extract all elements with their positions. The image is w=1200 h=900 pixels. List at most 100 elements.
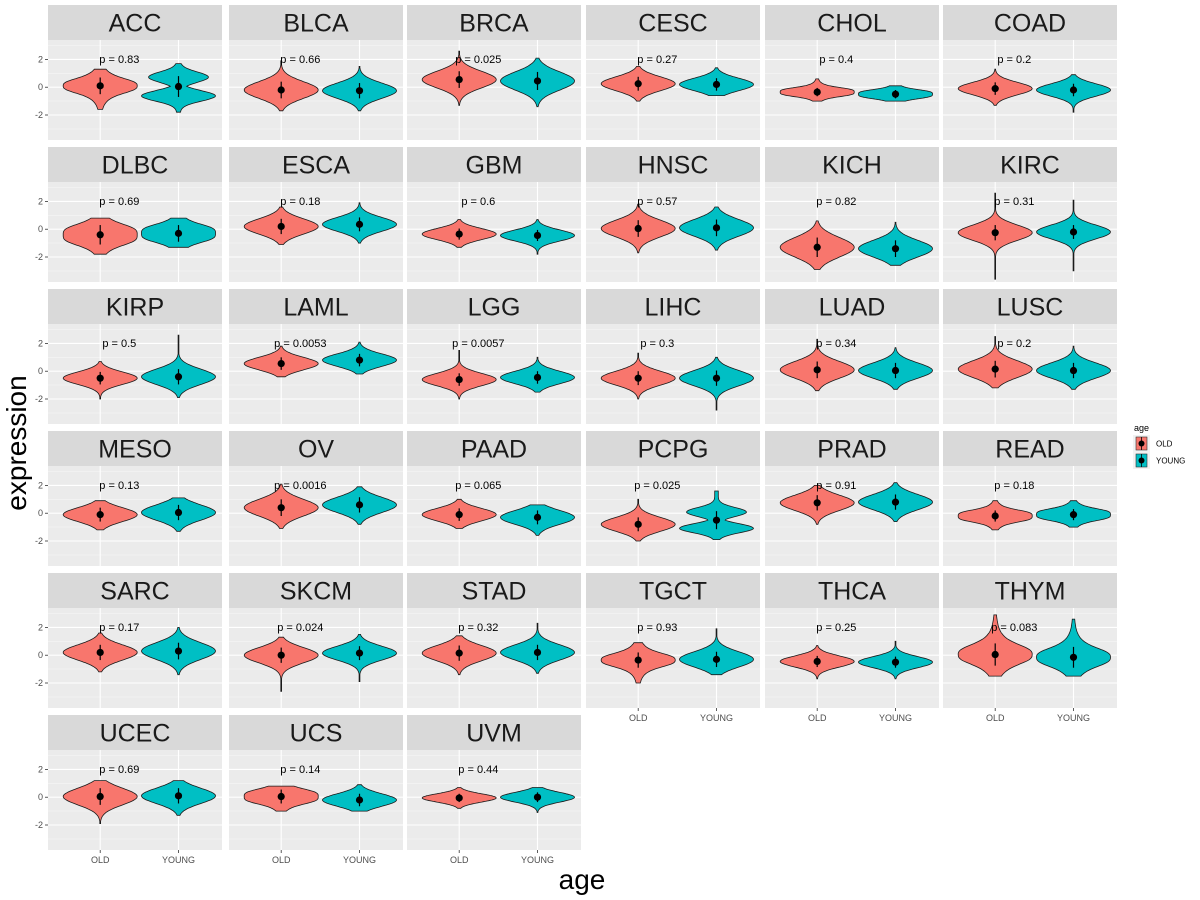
facet-panel-laml: LAML p = 0.0053 [229,289,403,424]
p-value-label: p = 0.34 [816,338,856,350]
mean-point-old [634,224,642,233]
facet-strip [943,431,1117,466]
y-tick-label: 2 [38,764,43,774]
y-tick-label: -2 [35,394,43,404]
facet-strip [943,5,1117,40]
p-value-label: p = 0.57 [637,196,677,208]
facet-strip [407,573,581,608]
facet-strip [229,289,403,324]
legend-point-young [1138,457,1145,464]
facet-panel-kich: KICH p = 0.82 [765,147,939,282]
facet-strip [48,5,222,40]
y-tick-label: -2 [35,252,43,262]
mean-point-young [355,220,364,228]
x-tick-label: YOUNG [1057,713,1090,723]
facet-strip-label: SKCM [280,578,352,606]
facet-strip [586,5,760,40]
panel-background [765,182,939,282]
mean-point-old [277,222,285,231]
p-value-label: p = 0.13 [99,480,139,492]
facet-strip [48,573,222,608]
facet-strip-label: PRAD [817,436,886,464]
p-value-label: p = 0.083 [991,622,1037,634]
facet-panel-dlbc: DLBC p = 0.69 -2 0 2 [35,147,222,282]
p-value-label: p = 0.4 [819,54,853,66]
facet-strip [943,147,1117,182]
facet-panel-acc: ACC p = 0.83 -2 0 2 [35,5,222,140]
facet-panel-ov: OV p = 0.0016 [229,431,403,566]
y-tick-label: 2 [38,54,43,64]
x-tick-label: YOUNG [343,855,376,865]
y-tick-label: 0 [38,792,43,802]
mean-point-young [355,356,364,364]
facet-strip-label: ACC [109,10,162,38]
facet-strip-label: READ [995,436,1064,464]
facet-panel-hnsc: HNSC p = 0.57 [586,147,760,282]
facet-strip-label: OV [298,436,334,464]
facet-panel-paad: PAAD p = 0.065 [407,431,581,566]
facet-strip-label: LIHC [645,294,702,322]
facet-strip-label: SARC [100,578,169,606]
legend-point-old [1138,440,1145,447]
facet-strip [48,715,222,750]
facet-panel-kirp: KIRP p = 0.5 -2 0 2 [35,289,222,424]
facet-strip [229,5,403,40]
mean-point-young [533,793,542,801]
facet-strip-label: LGG [468,294,521,322]
y-tick-label: 2 [38,480,43,490]
mean-point-old [991,512,999,520]
mean-point-old [813,88,821,96]
facet-strip [229,431,403,466]
p-value-label: p = 0.024 [277,622,323,634]
facet-strip [407,289,581,324]
facet-strip-label: PCPG [638,436,709,464]
facet-panel-ucec: UCEC p = 0.69 -2 0 2 OLD YOUNG [35,715,222,865]
facet-strip [48,289,222,324]
facet-strip-label: HNSC [638,152,709,180]
mean-point-young [712,224,721,232]
facet-strip-label: CESC [638,10,707,38]
facet-panel-thym: THYM p = 0.083 OLD YOUNG [943,573,1117,723]
mean-point-young [891,245,900,253]
mean-point-young [891,498,900,506]
p-value-label: p = 0.025 [634,480,680,492]
y-tick-label: 2 [38,196,43,206]
y-tick-label: 0 [38,224,43,234]
p-value-label: p = 0.32 [458,622,498,634]
facet-panel-kirc: KIRC p = 0.31 [943,147,1117,282]
mean-point-young [891,366,900,375]
legend-label-young: YOUNG [1156,457,1185,466]
facet-strip [229,573,403,608]
mean-point-young [1069,86,1078,94]
p-value-label: p = 0.27 [637,54,677,66]
facet-strip-label: BLCA [283,10,349,38]
mean-point-old [813,366,821,374]
x-tick-label: OLD [629,713,648,723]
p-value-label: p = 0.25 [816,622,856,634]
mean-point-old [455,75,463,84]
facet-strip [586,431,760,466]
facet-panel-lgg: LGG p = 0.0057 [407,289,581,424]
mean-point-young [174,647,183,655]
facet-panel-luad: LUAD p = 0.34 [765,289,939,424]
p-value-label: p = 0.3 [640,338,674,350]
y-tick-label: 0 [38,650,43,660]
facet-strip-label: THYM [995,578,1066,606]
mean-point-old [277,792,285,801]
facet-strip-label: UVM [466,720,522,748]
mean-point-old [813,499,821,507]
facet-strip-label: KICH [822,152,882,180]
facet-panels: ACC p = 0.83 -2 0 2 BLCA p = 0.66 BRCA p = 0.025… [35,5,1117,865]
mean-point-young [712,655,721,663]
x-axis-title: age [559,864,606,895]
mean-point-old [634,374,642,382]
facet-panel-cesc: CESC p = 0.27 [586,5,760,140]
mean-point-old [813,243,821,251]
facet-strip-label: STAD [462,578,527,606]
facet-strip-label: LUAD [819,294,886,322]
mean-point-young [174,792,183,800]
facet-strip [407,431,581,466]
facet-strip [586,147,760,182]
mean-point-old [455,375,463,384]
